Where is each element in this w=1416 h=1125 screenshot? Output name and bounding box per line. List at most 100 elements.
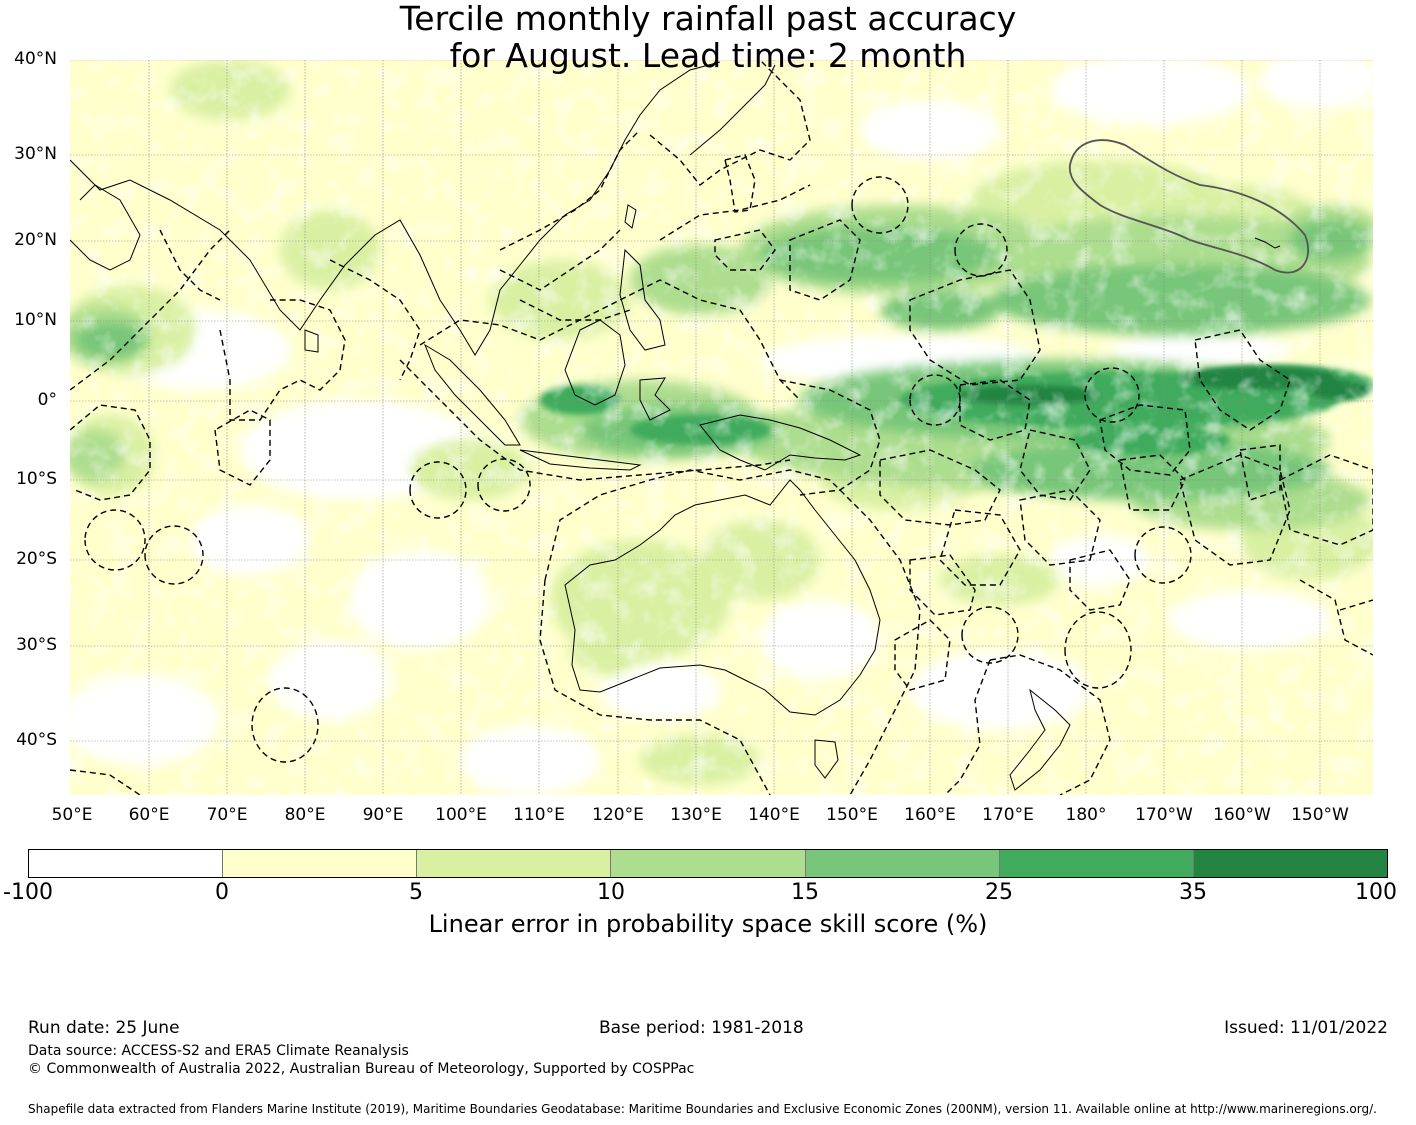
lon-label: 150°W — [1291, 805, 1349, 825]
vanuatu-eez — [939, 509, 1021, 586]
maldives-eez — [214, 409, 271, 486]
borneo-coast — [564, 319, 626, 406]
pitcairn-eez — [1339, 599, 1373, 611]
lon-label: 160°E — [904, 805, 956, 825]
marianas-eez — [724, 154, 756, 213]
kiribati-gilbert-eez — [959, 379, 1031, 441]
nauru-eez — [909, 374, 961, 426]
colorbar-tick: 100 — [1355, 880, 1397, 905]
chart-title-line2: for August. Lead time: 2 month — [449, 36, 967, 75]
colorbar-label: Linear error in probability space skill … — [428, 910, 988, 938]
lat-label: 40°N — [14, 49, 57, 69]
heard-eez — [251, 687, 319, 763]
philippines-coast — [619, 248, 666, 351]
tuvalu-eez — [1019, 429, 1091, 501]
seychelles-eez — [70, 404, 151, 501]
colorbar-tick: 0 — [215, 880, 229, 905]
asia-mainland-coast — [70, 61, 721, 356]
arabia-coast — [70, 184, 141, 271]
colorbar-segment — [805, 850, 1000, 877]
sulawesi-coast — [639, 377, 671, 421]
lon-label: 60°E — [128, 805, 170, 825]
cook-islands-eez — [1179, 454, 1291, 566]
pacific-east-eez — [1299, 579, 1373, 656]
japan-eez-south — [659, 184, 811, 241]
new-zealand-eez — [989, 654, 1111, 795]
japan-eez — [649, 60, 811, 186]
french-polynesia-eez — [1279, 454, 1373, 546]
png-eez — [779, 379, 881, 496]
marshall-eez — [909, 269, 1041, 386]
south-china-sea-eez — [519, 299, 631, 321]
shapefile-credit: Shapefile data extracted from Flanders M… — [28, 1102, 1377, 1116]
lon-label: 90°E — [362, 805, 404, 825]
lon-label: 120°E — [592, 805, 644, 825]
lon-label: 80°E — [284, 805, 326, 825]
lon-label: 170°E — [982, 805, 1034, 825]
arabian-sea-eez-2 — [159, 229, 221, 301]
indonesia-eez — [399, 359, 791, 481]
lord-howe-eez — [894, 619, 951, 691]
lon-label: 160°W — [1213, 805, 1271, 825]
lon-label: 70°E — [206, 805, 248, 825]
tonga-eez — [1069, 549, 1131, 611]
colorbar-segment — [1193, 850, 1387, 877]
new-caledonia-eez — [909, 554, 976, 616]
colorbar-segment — [999, 850, 1194, 877]
kerguelen-eez — [70, 769, 141, 795]
lat-label: 20°S — [16, 549, 57, 569]
lon-label: 170°W — [1135, 805, 1193, 825]
colorbar-tick: 5 — [409, 880, 423, 905]
colorbar-tick: 10 — [597, 880, 625, 905]
samoa-eez — [1119, 454, 1186, 511]
lat-label: 10°S — [16, 469, 57, 489]
new-guinea-coast — [699, 414, 862, 471]
lat-label: 40°S — [16, 730, 57, 750]
australia-eez-west — [539, 579, 771, 795]
lon-label: 130°E — [670, 805, 722, 825]
lat-label: 10°N — [14, 310, 57, 330]
coastlines — [70, 61, 1281, 791]
chart-title-line1: Tercile monthly rainfall past accuracy — [399, 0, 1017, 38]
micronesia-eez — [789, 219, 861, 301]
issued-date: Issued: 11/01/2022 — [1224, 1018, 1388, 1038]
lon-label: 180° — [1065, 805, 1107, 825]
lon-label: 100°E — [435, 805, 487, 825]
run-date: Run date: 25 June — [28, 1018, 180, 1038]
colorbar-segment — [223, 850, 418, 877]
lat-label: 30°S — [16, 635, 57, 655]
lon-label: 50°E — [51, 805, 93, 825]
graticule — [70, 60, 1373, 795]
kermadec-eez — [1064, 611, 1132, 689]
base-period: Base period: 1981-2018 — [599, 1018, 804, 1038]
johnston-eez — [954, 223, 1008, 277]
australia-coast — [564, 479, 881, 716]
copyright: © Commonwealth of Australia 2022, Austra… — [28, 1061, 695, 1077]
vietnam-eez — [499, 229, 621, 291]
hawaii-eez-highlight — [1068, 139, 1310, 274]
lon-label: 140°E — [748, 805, 800, 825]
lat-label: 20°N — [14, 230, 57, 250]
colorbar-segment — [611, 850, 806, 877]
skill-map — [70, 60, 1373, 795]
japan-coast — [689, 64, 776, 156]
eez-boundaries — [70, 60, 1373, 795]
bay-of-bengal-eez — [329, 259, 421, 381]
reunion-eez — [144, 525, 204, 585]
colorbar-tick: 35 — [1179, 880, 1207, 905]
sri-lanka-coast — [304, 329, 319, 353]
colorbar-segment — [29, 850, 224, 877]
christmas-eez — [477, 458, 531, 512]
india-eez — [219, 299, 346, 421]
howland-eez — [1099, 404, 1191, 476]
china-eez — [499, 129, 641, 251]
tasmania-coast — [814, 739, 839, 779]
kiribati-line-eez — [1194, 329, 1291, 431]
colorbar-tick: 25 — [985, 880, 1013, 905]
lon-label: 150°E — [826, 805, 878, 825]
arabian-sea-eez — [70, 229, 231, 391]
lat-label: 0° — [37, 390, 57, 410]
mauritius-eez — [84, 509, 146, 571]
colorbar — [28, 849, 1388, 878]
lat-label: 30°N — [14, 144, 57, 164]
